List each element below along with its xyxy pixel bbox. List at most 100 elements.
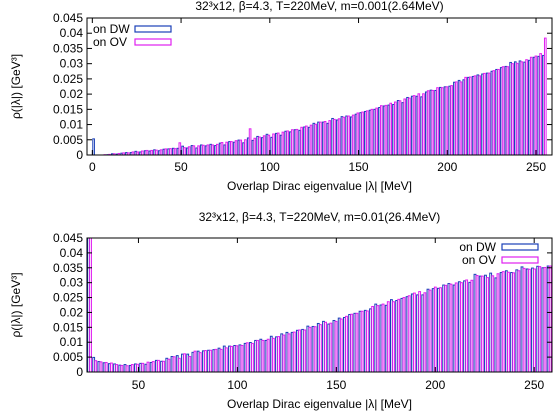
bar: [92, 356, 96, 373]
bar: [437, 287, 440, 373]
bar: [510, 272, 513, 373]
bar: [400, 297, 404, 373]
y-tick-label: 0.005: [53, 350, 83, 364]
bar: [416, 294, 419, 373]
y-tick-label: 0.015: [53, 320, 83, 334]
legend-swatch: [501, 256, 539, 264]
bar: [145, 149, 149, 156]
bar: [113, 363, 116, 373]
bar: [486, 277, 489, 373]
bar: [222, 345, 226, 373]
bar: [141, 362, 145, 373]
x-tick-label: 200: [437, 160, 457, 174]
bar: [351, 114, 355, 156]
bar: [254, 339, 258, 373]
bar: [178, 142, 182, 156]
bar: [449, 283, 453, 373]
bar: [386, 301, 390, 373]
x-tick-label: 150: [349, 160, 369, 174]
y-axis-label: ρ(|λ|) [GeV³]: [9, 54, 23, 119]
bar: [198, 352, 202, 373]
bar: [356, 112, 360, 156]
bar: [402, 297, 406, 373]
bar: [360, 310, 364, 373]
bar: [303, 329, 307, 373]
bar: [146, 361, 150, 373]
bar: [192, 145, 196, 156]
bar: [484, 274, 487, 373]
bar: [206, 144, 210, 156]
bar: [269, 335, 273, 373]
bar: [280, 333, 284, 373]
bar: [324, 321, 328, 373]
bar: [165, 357, 169, 373]
bar: [541, 267, 545, 373]
plot-frame: [86, 237, 553, 373]
bar: [239, 139, 243, 156]
bar: [410, 293, 414, 373]
bar: [305, 125, 308, 156]
bar: [224, 347, 228, 373]
bar: [361, 111, 364, 156]
bar: [149, 361, 153, 373]
bar: [120, 364, 124, 373]
y-tick-label: 0.045: [53, 231, 83, 245]
bar: [384, 104, 388, 156]
bar: [464, 76, 467, 156]
bar: [374, 303, 378, 373]
bar: [394, 101, 397, 156]
y-tick-label: 0.01: [60, 118, 84, 132]
bar: [322, 320, 325, 373]
bar: [347, 115, 350, 156]
x-tick-label: 100: [227, 378, 247, 392]
bar: [87, 237, 90, 373]
bar: [492, 70, 496, 156]
legend-label: on OV: [462, 253, 496, 267]
bar: [308, 326, 312, 373]
bar: [442, 284, 446, 373]
y-tick-label: 0.02: [60, 87, 84, 101]
bar: [520, 61, 524, 156]
bar: [327, 323, 331, 373]
bar: [369, 308, 372, 373]
series-dw: [92, 54, 545, 156]
bar: [89, 237, 92, 373]
bar: [186, 353, 190, 373]
bar: [110, 362, 113, 373]
bar: [525, 59, 528, 156]
bar: [533, 268, 536, 373]
bar: [454, 81, 458, 156]
bar: [172, 356, 176, 373]
bar: [397, 298, 401, 373]
bar: [483, 72, 486, 156]
bar: [118, 364, 122, 373]
y-tick-label: 0.045: [53, 11, 83, 25]
bar: [201, 144, 205, 156]
bar: [433, 286, 437, 373]
bar: [295, 128, 299, 156]
bar: [217, 347, 221, 373]
bar: [511, 63, 514, 156]
bar: [201, 350, 205, 373]
bar: [319, 121, 322, 156]
bar: [276, 132, 280, 156]
bar: [546, 265, 550, 373]
bar: [460, 282, 463, 373]
bar: [191, 351, 195, 373]
bar: [204, 350, 207, 373]
bar: [371, 305, 375, 373]
bar: [314, 123, 318, 156]
bar: [115, 364, 119, 373]
bar: [392, 301, 395, 373]
bar: [277, 336, 280, 373]
bar: [522, 267, 526, 373]
y-axis-label: ρ(|λ|) [GeV³]: [9, 272, 23, 337]
bar: [412, 292, 416, 373]
legend-swatch: [501, 243, 539, 251]
chart-title: 32³x12, β=4.3, T=220MeV, m=0.01(26.4MeV): [199, 210, 441, 224]
x-tick-label: 0: [89, 160, 96, 174]
bar: [130, 364, 134, 373]
bar: [183, 147, 186, 156]
bar: [245, 342, 249, 373]
